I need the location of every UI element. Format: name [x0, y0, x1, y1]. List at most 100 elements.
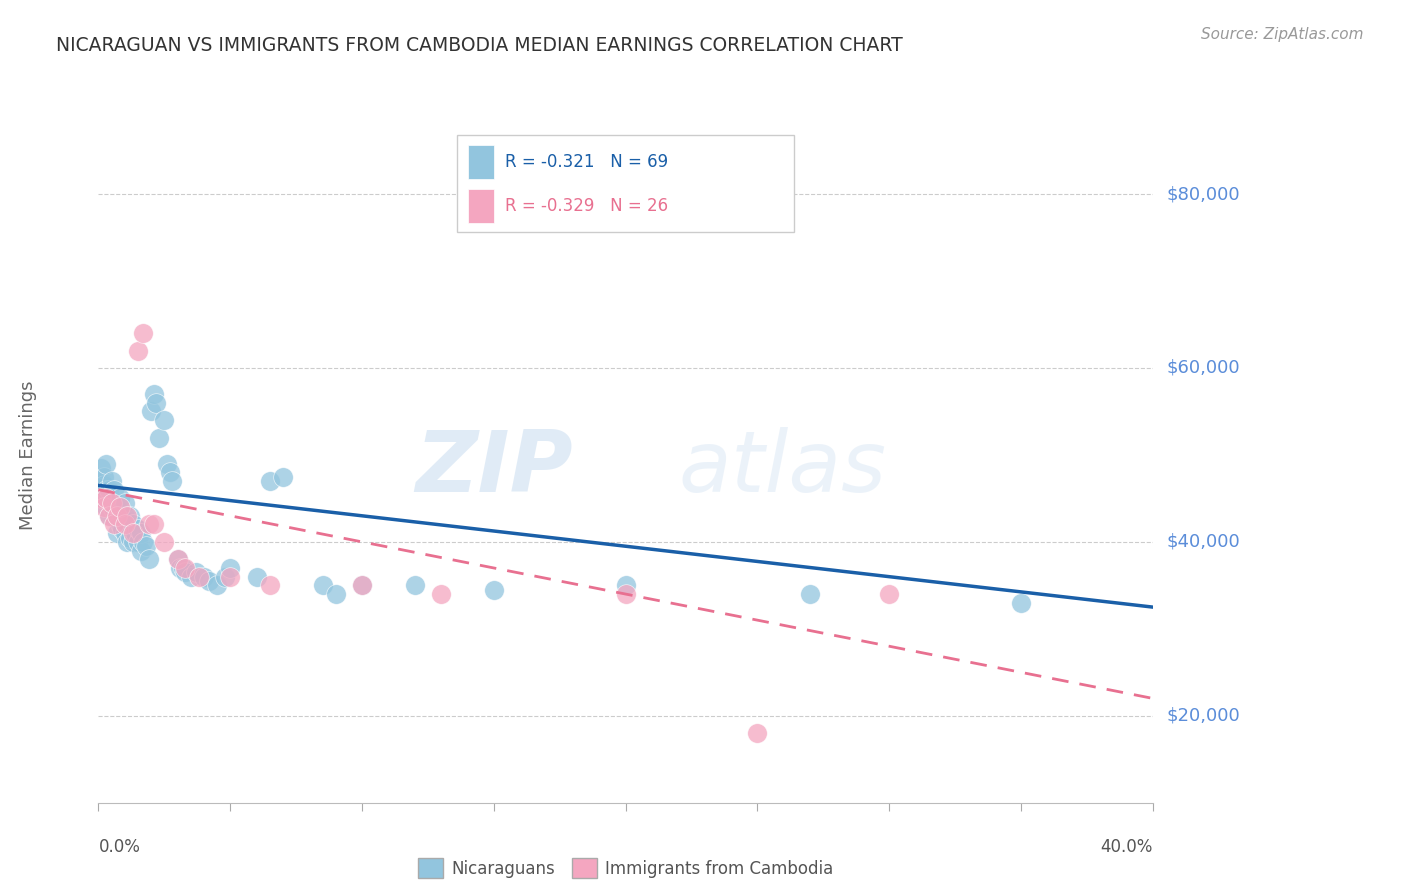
Point — [129, 526, 152, 541]
Point — [145, 396, 167, 410]
Point — [117, 534, 139, 549]
Text: ZIP: ZIP — [415, 427, 574, 510]
Point — [614, 578, 637, 592]
Text: 40.0%: 40.0% — [1101, 838, 1153, 856]
Point — [129, 543, 152, 558]
Point — [1010, 596, 1032, 610]
Point — [93, 478, 115, 492]
Point — [121, 517, 143, 532]
Point — [187, 570, 209, 584]
Point — [108, 500, 131, 514]
Text: $40,000: $40,000 — [1167, 533, 1240, 551]
Point — [162, 474, 183, 488]
Point — [172, 561, 194, 575]
Point — [127, 343, 149, 358]
Point — [105, 500, 128, 514]
Point — [100, 496, 122, 510]
Point — [214, 570, 236, 584]
Text: R = -0.329   N = 26: R = -0.329 N = 26 — [505, 197, 668, 215]
Text: $60,000: $60,000 — [1167, 359, 1240, 377]
Point — [93, 491, 115, 506]
Point — [259, 578, 281, 592]
Text: Source: ZipAtlas.com: Source: ZipAtlas.com — [1201, 27, 1364, 42]
Point — [100, 474, 122, 488]
Point — [259, 474, 281, 488]
Point — [114, 508, 136, 523]
Point — [98, 483, 121, 497]
Point — [121, 526, 143, 541]
Point — [114, 496, 136, 510]
Point — [108, 491, 131, 506]
Point — [142, 517, 165, 532]
Point — [93, 469, 115, 483]
Text: atlas: atlas — [678, 427, 886, 510]
Point — [430, 587, 453, 601]
Point — [614, 587, 637, 601]
Point — [747, 726, 769, 740]
Point — [111, 522, 134, 536]
Point — [114, 526, 136, 541]
Text: $80,000: $80,000 — [1167, 185, 1240, 203]
Point — [120, 531, 141, 545]
Point — [98, 508, 121, 523]
Point — [219, 570, 242, 584]
Point — [105, 508, 128, 523]
Text: R = -0.321   N = 69: R = -0.321 N = 69 — [505, 153, 668, 171]
Text: 0.0%: 0.0% — [98, 838, 141, 856]
Point — [105, 526, 128, 541]
Point — [114, 517, 136, 532]
Point — [124, 526, 146, 541]
Point — [799, 587, 821, 601]
Point — [96, 483, 118, 497]
Point — [352, 578, 374, 592]
Point — [219, 561, 242, 575]
Point — [877, 587, 901, 601]
Point — [159, 466, 181, 480]
Point — [325, 587, 347, 601]
Point — [108, 517, 131, 532]
Point — [174, 561, 197, 575]
Point — [132, 534, 155, 549]
Text: $20,000: $20,000 — [1167, 706, 1240, 725]
Point — [93, 500, 115, 514]
Point — [111, 508, 134, 523]
Point — [121, 534, 143, 549]
Point — [100, 500, 122, 514]
Point — [166, 552, 188, 566]
Point — [352, 578, 374, 592]
Point — [246, 570, 269, 584]
Point — [153, 413, 176, 427]
Point — [132, 326, 155, 341]
Point — [138, 552, 160, 566]
Point — [96, 457, 118, 471]
Point — [90, 483, 112, 497]
Point — [103, 504, 125, 518]
Point — [90, 474, 112, 488]
Text: Median Earnings: Median Earnings — [20, 380, 37, 530]
Point — [311, 578, 333, 592]
Point — [180, 570, 202, 584]
Point — [166, 552, 188, 566]
Point — [103, 496, 125, 510]
Point — [404, 578, 426, 592]
Point — [90, 461, 112, 475]
Point — [98, 508, 121, 523]
Point — [96, 491, 118, 506]
Point — [148, 431, 170, 445]
Point — [482, 582, 505, 597]
Point — [198, 574, 221, 588]
Point — [127, 522, 149, 536]
Point — [142, 387, 165, 401]
Point — [90, 491, 112, 506]
Point — [174, 566, 197, 580]
Point — [135, 539, 157, 553]
Point — [120, 508, 141, 523]
Point — [184, 566, 207, 580]
Legend: Nicaraguans, Immigrants from Cambodia: Nicaraguans, Immigrants from Cambodia — [412, 851, 839, 885]
Point — [156, 457, 179, 471]
Point — [96, 500, 118, 514]
Point — [153, 534, 176, 549]
Point — [117, 508, 139, 523]
Point — [193, 570, 215, 584]
Point — [271, 469, 294, 483]
